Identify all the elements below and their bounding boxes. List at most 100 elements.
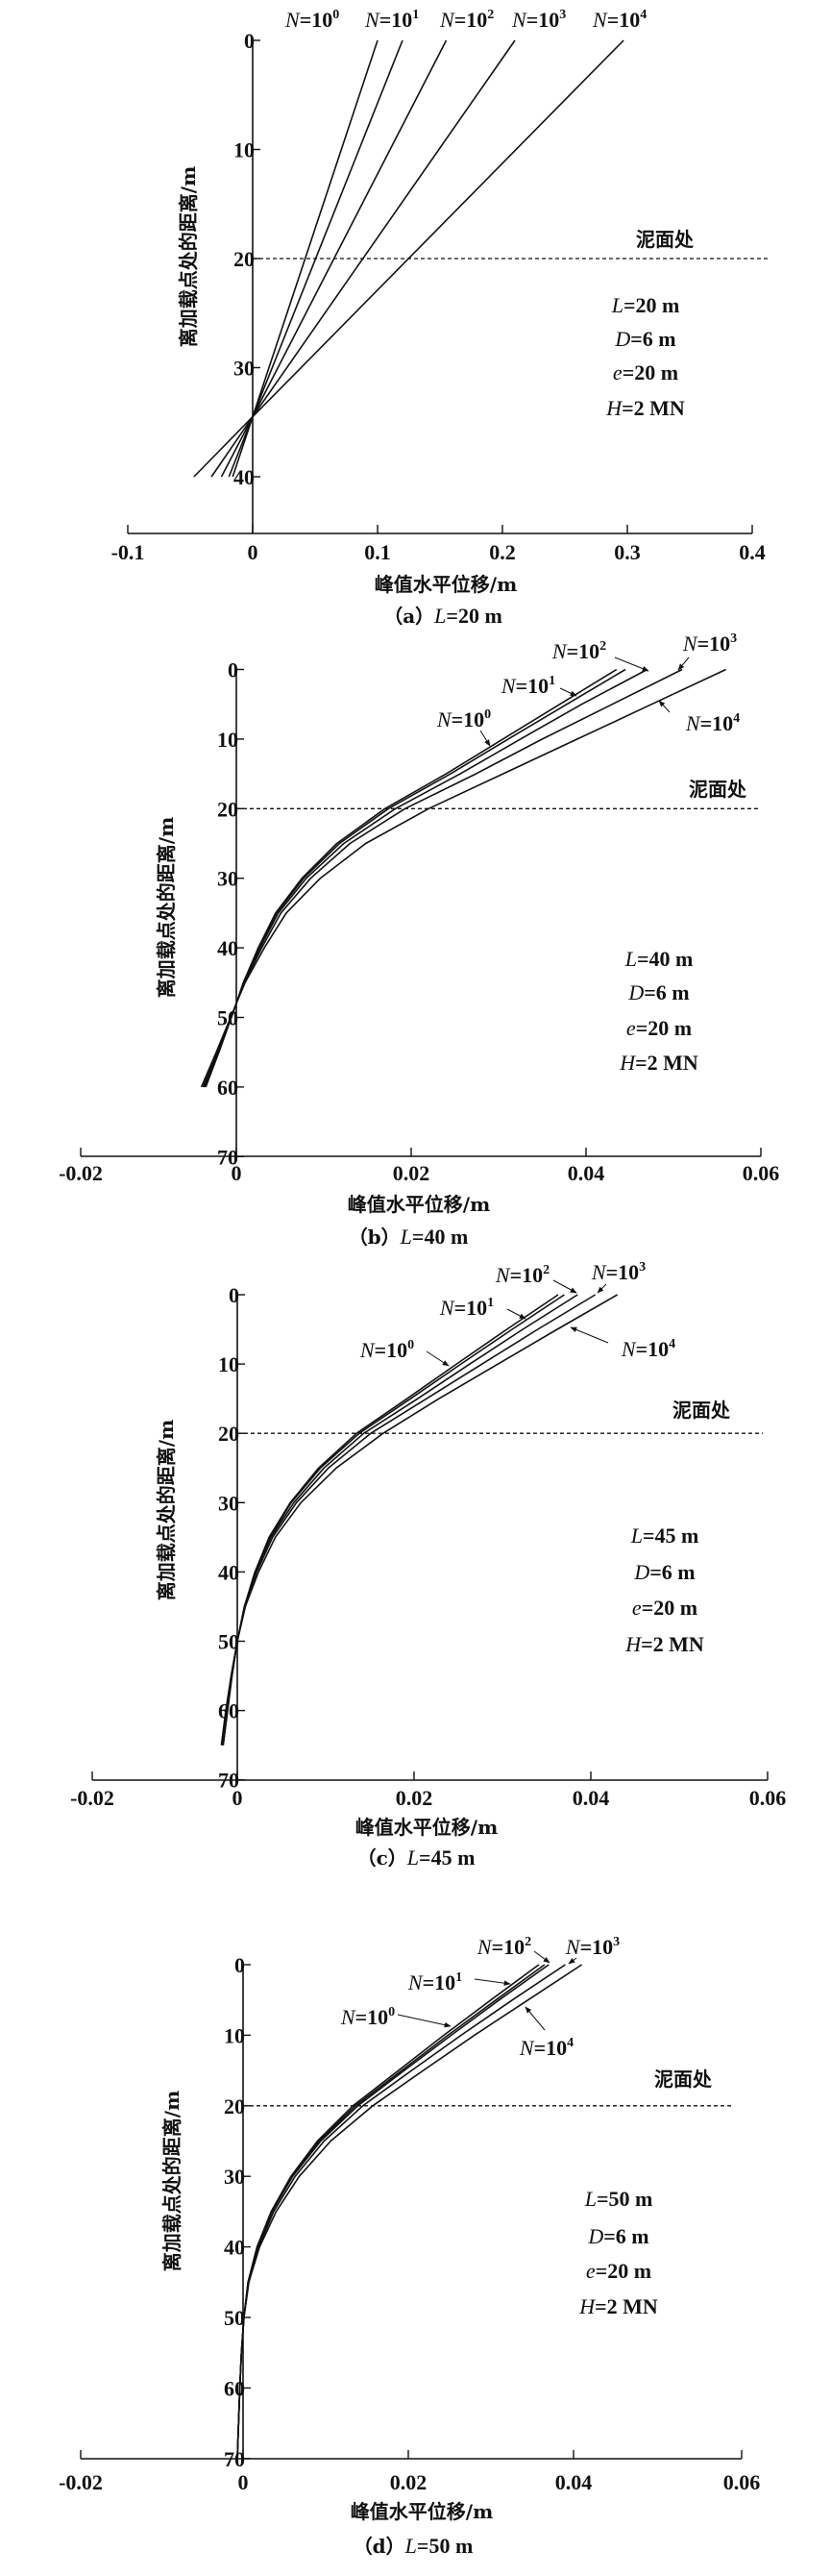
parameter-var: H [578, 2294, 596, 2318]
series-label-base: =10 [636, 1337, 670, 1361]
parameter-value: =20 m [642, 1596, 697, 1620]
y-tick-label: 20 [233, 247, 255, 271]
parameter-value: =2 MN [622, 396, 685, 420]
caption-prefix: （b） [349, 1226, 401, 1249]
series-label-base: =10 [526, 8, 560, 32]
y-tick-label: 70 [218, 1769, 239, 1793]
y-tick-label: 70 [224, 2447, 245, 2471]
series-line-n2 [203, 668, 648, 1088]
parameter-var: e [626, 1016, 636, 1040]
series-label-base: =10 [567, 639, 600, 663]
series-label-exponent: 1 [487, 1296, 494, 1310]
x-tick-label: 0.06 [743, 1161, 780, 1185]
caption-var: L [400, 1225, 412, 1249]
series-label-base: =10 [516, 674, 550, 698]
parameter-text: H=2 MN [624, 1632, 704, 1656]
series-label-arrow [552, 1279, 577, 1294]
series-line-n1 [222, 1294, 565, 1746]
parameter-value: =6 m [644, 980, 689, 1004]
y-tick-label: 20 [217, 797, 238, 821]
x-tick-label: 0.3 [614, 540, 641, 564]
series-label-base: =10 [607, 8, 641, 32]
series-label-var: N [359, 1338, 376, 1362]
series-label-var: N [551, 639, 568, 663]
y-tick-label: 0 [229, 1283, 239, 1307]
series-label-n3: N=103 [511, 8, 566, 32]
x-tick-label: 0 [232, 1161, 242, 1185]
series-label-var: N [439, 1296, 455, 1320]
series-label-arrow [426, 1350, 450, 1367]
parameter-value: =6 m [649, 1560, 695, 1584]
series-label-exponent: 1 [455, 1970, 462, 1985]
y-tick-label: 30 [224, 2165, 245, 2189]
y-axis-label: 离加载点处的距离/m [155, 1420, 178, 1600]
series-label-exponent: 4 [640, 8, 647, 22]
parameter-value: =20 m [636, 1016, 692, 1040]
x-tick-label: 0.04 [555, 2470, 593, 2494]
series-label-n2: N=102 [495, 1263, 550, 1287]
series-label-base: =10 [423, 1970, 456, 1994]
series-label-exponent: 2 [525, 1935, 531, 1949]
y-tick-label: 40 [233, 465, 255, 489]
series-label-n2: N=102 [551, 639, 606, 663]
series-label-arrow [533, 1950, 550, 1964]
caption-value: =45 m [419, 1845, 475, 1870]
y-tick-label: 30 [233, 357, 255, 381]
series-label-var: N [340, 2005, 356, 2029]
series-label-base: =10 [355, 2005, 389, 2029]
parameter-value: =2 MN [635, 1051, 698, 1075]
series-label-var: N [436, 707, 452, 731]
series-label-base: =10 [452, 707, 485, 731]
parameter-value: =20 m [623, 293, 679, 317]
y-axis-label: 离加载点处的距离/m [177, 166, 200, 347]
series-label-base: =10 [454, 8, 488, 32]
parameter-text: L=50 m [584, 2187, 653, 2211]
series-label-exponent: 0 [484, 707, 491, 722]
series-label-arrow [677, 656, 690, 671]
caption-value: =20 m [446, 604, 501, 628]
series-label-n2: N=102 [439, 8, 494, 32]
series-label-exponent: 0 [407, 1338, 414, 1352]
y-tick-label: 50 [224, 2306, 245, 2330]
series-label-var: N [685, 711, 701, 735]
series-label-exponent: 2 [543, 1263, 550, 1277]
y-tick-label: 20 [224, 2094, 245, 2118]
parameter-text: H=2 MN [605, 396, 685, 420]
series-label-arrow [479, 730, 491, 747]
y-tick-label: 30 [217, 867, 238, 891]
series-label-arrow [559, 687, 577, 697]
series-label-var: N [682, 632, 698, 656]
series-line-n4 [220, 1294, 618, 1746]
x-tick-label: -0.02 [59, 2470, 103, 2494]
series-label-exponent: 0 [332, 8, 339, 22]
series-label-arrow [597, 1283, 607, 1294]
series-line-n2 [236, 1964, 550, 2459]
series-label-n4: N=104 [685, 711, 740, 735]
caption-value: =40 m [412, 1225, 468, 1249]
parameter-text: D=6 m [627, 980, 689, 1004]
parameter-text: e=20 m [626, 1016, 692, 1040]
caption-value: =50 m [417, 2534, 473, 2558]
series-label-exponent: 1 [549, 674, 555, 688]
y-tick-label: 40 [218, 1560, 239, 1584]
parameter-text: D=6 m [633, 1560, 695, 1584]
series-label-n0: N=100 [359, 1338, 414, 1362]
panel-caption: （c）L=45 m [357, 1845, 476, 1870]
mudline-label: 泥面处 [689, 778, 747, 801]
parameter-value: =20 m [596, 2259, 651, 2283]
x-tick-label: 0.02 [393, 1161, 430, 1185]
parameter-var: D [614, 327, 630, 351]
series-label-n4: N=104 [519, 2036, 574, 2060]
y-tick-label: 60 [224, 2376, 245, 2400]
series-label-n0: N=100 [340, 2005, 395, 2029]
caption-prefix: （c） [357, 1846, 407, 1870]
parameter-var: e [586, 2259, 596, 2283]
y-tick-label: 10 [218, 1352, 239, 1376]
series-label-n2: N=102 [477, 1935, 531, 1959]
series-label-arrow [506, 1308, 526, 1320]
series-label-base: =10 [300, 8, 333, 32]
series-line-n0 [222, 1294, 559, 1746]
